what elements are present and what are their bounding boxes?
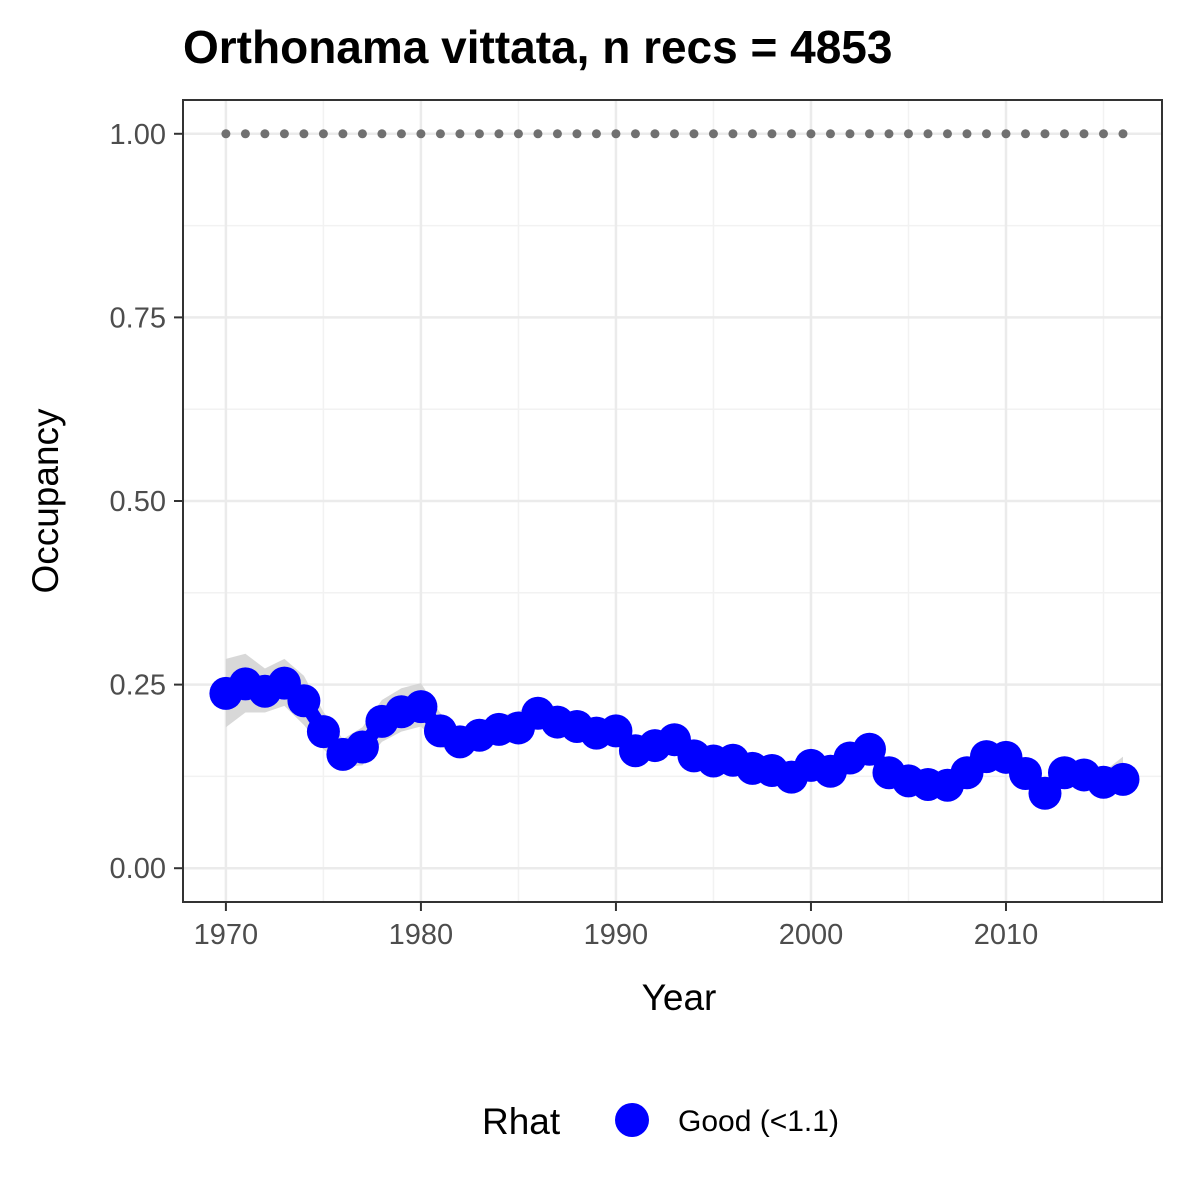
reference-point [709, 129, 718, 138]
x-tick-label: 1980 [389, 919, 454, 951]
x-tick-label: 2010 [974, 919, 1039, 951]
reference-point [572, 129, 581, 138]
reference-point [1021, 129, 1030, 138]
legend-title: Rhat [482, 1101, 561, 1142]
reference-point [806, 129, 815, 138]
reference-point [455, 129, 464, 138]
x-tick-label: 1970 [194, 919, 259, 951]
reference-point [865, 129, 874, 138]
reference-point [533, 129, 542, 138]
reference-point [338, 129, 347, 138]
reference-point [280, 129, 289, 138]
reference-point [241, 129, 250, 138]
reference-point [494, 129, 503, 138]
reference-point [884, 129, 893, 138]
reference-point [826, 129, 835, 138]
reference-point [631, 129, 640, 138]
y-axis-title: Occupancy [25, 408, 66, 594]
x-tick-labels: 1970 1980 1990 2000 2010 [194, 919, 1039, 951]
reference-point [943, 129, 952, 138]
reference-point [592, 129, 601, 138]
reference-point [1099, 129, 1108, 138]
occupancy-point [287, 684, 320, 717]
y-tick-label: 0.25 [110, 670, 166, 702]
reference-point [787, 129, 796, 138]
reference-point [358, 129, 367, 138]
plot-panel [183, 100, 1162, 902]
reference-point [514, 129, 523, 138]
y-tick-label: 0.75 [110, 302, 166, 334]
reference-point [1040, 129, 1049, 138]
reference-point [436, 129, 445, 138]
reference-point [611, 129, 620, 138]
reference-point [650, 129, 659, 138]
reference-point [904, 129, 913, 138]
reference-point [1001, 129, 1010, 138]
reference-point [689, 129, 698, 138]
x-tick-label: 1990 [584, 919, 649, 951]
reference-point [319, 129, 328, 138]
reference-point [475, 129, 484, 138]
y-tick-label: 1.00 [110, 119, 166, 151]
reference-point [260, 129, 269, 138]
reference-point [299, 129, 308, 138]
reference-point [670, 129, 679, 138]
reference-point [377, 129, 386, 138]
legend-key-good [615, 1103, 649, 1137]
reference-point [397, 129, 406, 138]
reference-point [221, 129, 230, 138]
reference-point [845, 129, 854, 138]
x-axis-title: Year [642, 977, 717, 1018]
reference-point [923, 129, 932, 138]
reference-point [553, 129, 562, 138]
chart-title: Orthonama vittata, n recs = 4853 [183, 21, 892, 73]
reference-point [416, 129, 425, 138]
occupancy-point [1106, 763, 1139, 796]
y-tick-label: 0.50 [110, 486, 166, 518]
y-tick-labels: 0.00 0.25 0.50 0.75 1.00 [110, 119, 166, 885]
reference-point [1060, 129, 1069, 138]
reference-point [1079, 129, 1088, 138]
reference-point [982, 129, 991, 138]
legend-label-good: Good (<1.1) [678, 1105, 839, 1138]
reference-point [962, 129, 971, 138]
x-tick-label: 2000 [779, 919, 844, 951]
legend: Rhat Good (<1.1) [482, 1101, 839, 1142]
reference-point [728, 129, 737, 138]
y-tick-label: 0.00 [110, 853, 166, 885]
reference-point [767, 129, 776, 138]
reference-point [748, 129, 757, 138]
reference-point [1118, 129, 1127, 138]
